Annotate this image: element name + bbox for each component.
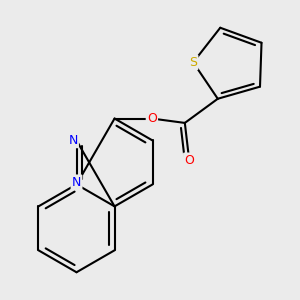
- Text: O: O: [184, 154, 194, 167]
- Text: N: N: [72, 176, 81, 189]
- Text: S: S: [189, 56, 197, 69]
- Text: O: O: [147, 112, 157, 125]
- Text: N: N: [68, 134, 78, 147]
